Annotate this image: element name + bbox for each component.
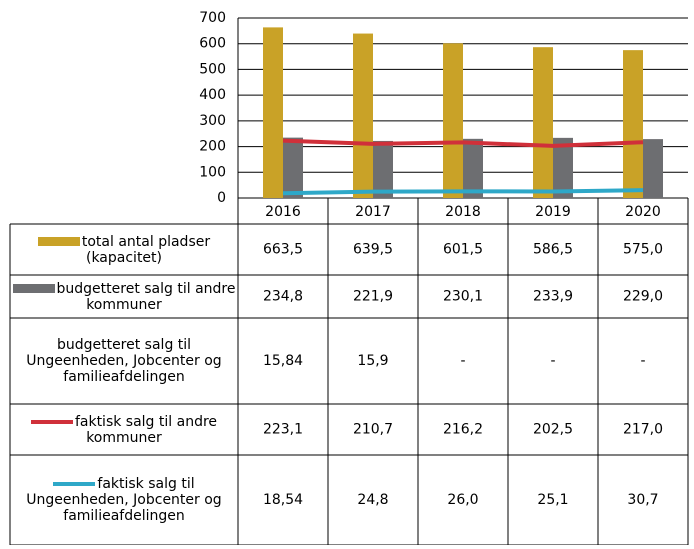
table-value: 202,5: [533, 422, 573, 438]
table-value: 26,0: [447, 492, 478, 508]
legend-swatch: [31, 420, 73, 424]
legend-label: faktisk salg til andre kommuner: [75, 414, 217, 446]
table-value: 217,0: [623, 422, 663, 438]
bar: [283, 138, 303, 198]
table-value: 25,1: [537, 492, 568, 508]
table-value: 15,9: [357, 353, 388, 369]
legend-content: budgetteret salg til Ungeenheden, Jobcen…: [12, 337, 236, 385]
table-value: 229,0: [623, 289, 663, 305]
table-value: -: [460, 353, 465, 369]
legend-entry: faktisk salg til Ungeenheden, Jobcenter …: [10, 455, 238, 545]
bar: [373, 141, 393, 198]
table-value: 223,1: [263, 422, 303, 438]
y-tick-label: 500: [199, 61, 226, 77]
legend-swatch: [38, 237, 80, 246]
table-value: 30,7: [627, 492, 658, 508]
legend-label: total antal pladser (kapacitet): [82, 234, 210, 266]
table-value: 210,7: [353, 422, 393, 438]
y-tick-label: 700: [199, 10, 226, 26]
legend-entry: total antal pladser (kapacitet): [10, 224, 238, 275]
bar: [263, 27, 283, 198]
legend-cell: budgetteret salg til andre kommuner: [10, 275, 238, 318]
y-tick-label: 600: [199, 36, 226, 52]
legend-cell: faktisk salg til Ungeenheden, Jobcenter …: [10, 455, 238, 545]
x-tick-label: 2020: [625, 204, 661, 220]
table-value: 663,5: [263, 242, 303, 258]
table-value: 639,5: [353, 242, 393, 258]
x-tick-label: 2018: [445, 204, 481, 220]
table-value: -: [640, 353, 645, 369]
table-value: 586,5: [533, 242, 573, 258]
table-value: 575,0: [623, 242, 663, 258]
legend-content: budgetteret salg til andre kommuner: [12, 281, 236, 313]
y-tick-label: 0: [217, 190, 226, 206]
table-value: 233,9: [533, 289, 573, 305]
table-value: 221,9: [353, 289, 393, 305]
legend-entry: faktisk salg til andre kommuner: [10, 404, 238, 455]
legend-content: total antal pladser (kapacitet): [12, 234, 236, 266]
table-value: 216,2: [443, 422, 483, 438]
bar: [353, 34, 373, 198]
x-tick-label: 2017: [355, 204, 391, 220]
legend-entry: budgetteret salg til andre kommuner: [10, 275, 238, 318]
bar: [463, 139, 483, 198]
legend-cell: budgetteret salg til Ungeenheden, Jobcen…: [10, 318, 238, 404]
x-tick-label: 2016: [265, 204, 301, 220]
legend-label: budgetteret salg til Ungeenheden, Jobcen…: [26, 337, 221, 385]
y-tick-label: 200: [199, 139, 226, 155]
y-tick-label: 100: [199, 164, 226, 180]
legend-label: budgetteret salg til andre kommuner: [57, 281, 236, 313]
y-tick-label: 400: [199, 87, 226, 103]
legend-cell: faktisk salg til andre kommuner: [10, 404, 238, 455]
legend-cell: total antal pladser (kapacitet): [10, 224, 238, 275]
table-value: 234,8: [263, 289, 303, 305]
legend-content: faktisk salg til Ungeenheden, Jobcenter …: [12, 476, 236, 524]
legend-swatch: [13, 284, 55, 293]
legend-content: faktisk salg til andre kommuner: [12, 414, 236, 446]
table-value: 24,8: [357, 492, 388, 508]
table-value: -: [550, 353, 555, 369]
bar: [623, 50, 643, 198]
table-value: 601,5: [443, 242, 483, 258]
y-tick-label: 300: [199, 113, 226, 129]
table-value: 15,84: [263, 353, 303, 369]
line-series: [283, 190, 643, 193]
table-value: 18,54: [263, 492, 303, 508]
bar: [643, 139, 663, 198]
legend-swatch: [53, 482, 95, 486]
legend-entry: budgetteret salg til Ungeenheden, Jobcen…: [10, 318, 238, 404]
x-tick-label: 2019: [535, 204, 571, 220]
bar: [443, 43, 463, 198]
bar: [533, 47, 553, 198]
table-value: 230,1: [443, 289, 483, 305]
